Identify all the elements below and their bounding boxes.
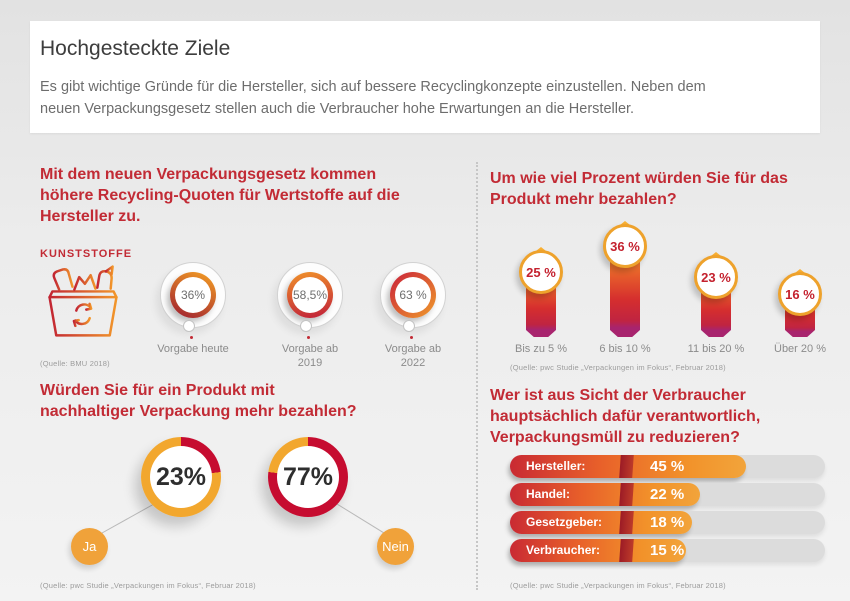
donut-label: Vorgabe ab 2022 — [384, 343, 442, 369]
donut-marker-dot — [410, 336, 413, 339]
hbar-fill — [510, 483, 701, 506]
hbar-fill — [510, 539, 687, 562]
badge-nein: Nein — [377, 528, 414, 565]
quotas-heading: Mit dem neuen Verpackungsgesetz kommen h… — [40, 166, 400, 225]
hbar-row-hersteller: Hersteller: 45 % — [510, 455, 825, 478]
recycling-bin-icon — [48, 265, 118, 337]
hbar-label: Verbraucher: — [526, 543, 601, 557]
donut-label: Vorgabe ab 2019 — [281, 343, 339, 369]
donut-value: 58,5% — [292, 288, 328, 302]
donut-vorgabe-2019: 58,5% Vorgabe ab 2019 — [260, 262, 360, 372]
column-divider — [476, 162, 478, 590]
donut-marker-dot — [190, 336, 193, 339]
pin-label: 6 bis 10 % — [599, 343, 651, 355]
donut-nein-value: 77% — [282, 462, 334, 491]
pin-ueber-20: 16 % — [755, 220, 845, 337]
hbar-label: Gesetzgeber: — [526, 515, 603, 529]
category-label-kunststoffe: KUNSTSTOFFE — [40, 248, 133, 260]
pin-6-10: 36 % — [580, 220, 670, 337]
section-responsibility: Wer ist aus Sicht der Verbraucher haupts… — [490, 383, 840, 598]
amount-heading: Um wie viel Prozent würden Sie für das P… — [490, 170, 788, 208]
pin-value: 36 % — [603, 224, 647, 268]
donut-ring — [170, 272, 216, 318]
section-amount: Um wie viel Prozent würden Sie für das P… — [490, 160, 840, 375]
source-note: (Quelle: BMU 2018) — [40, 359, 110, 368]
section-willingness: Würden Sie für ein Produkt mit nachhalti… — [40, 372, 460, 597]
donut-ring — [390, 272, 436, 318]
hbar-stripe — [619, 455, 634, 478]
hbar-value: 22 % — [650, 486, 685, 503]
hbar-value: 45 % — [650, 458, 685, 475]
donut-marker-node — [183, 320, 195, 332]
badge-ja: Ja — [71, 528, 108, 565]
hbar-stripe — [619, 511, 634, 534]
hbar-stripe — [619, 539, 634, 562]
hbar-value: 15 % — [650, 542, 685, 559]
source-note: (Quelle: pwc Studie „Verpackungen im Fok… — [510, 363, 726, 372]
hbar-chart: Hersteller: 45 % Handel: 22 % Gesetzgebe… — [510, 455, 825, 567]
donut-value: 63 % — [399, 288, 427, 302]
header-card: Hochgesteckte Ziele Es gibt wichtige Grü… — [30, 21, 820, 133]
donut-ja-value: 23% — [155, 462, 207, 491]
page-title: Hochgesteckte Ziele — [40, 37, 231, 60]
willingness-heading: Würden Sie für ein Produkt mit nachhalti… — [40, 382, 357, 420]
section-recycling-quotas: Mit dem neuen Verpackungsgesetz kommen h… — [40, 160, 460, 372]
pin-value: 25 % — [519, 250, 563, 294]
donut-ring — [287, 272, 333, 318]
donut-nein: 77% — [268, 437, 348, 517]
hbar-label: Hersteller: — [526, 459, 586, 473]
hbar-row-handel: Handel: 22 % — [510, 483, 825, 506]
pin-11-20: 23 % — [671, 220, 761, 337]
donut-marker-node — [403, 320, 415, 332]
pin-value: 23 % — [694, 255, 738, 299]
hbar-label: Handel: — [526, 487, 571, 501]
hbar-fill — [510, 511, 693, 534]
pin-label: Über 20 % — [774, 343, 826, 355]
donut-vorgabe-2022: 63 % Vorgabe ab 2022 — [363, 262, 463, 372]
pin-label: 11 bis 20 % — [687, 343, 745, 355]
hbar-row-gesetzgeber: Gesetzgeber: 18 % — [510, 511, 825, 534]
responsibility-heading: Wer ist aus Sicht der Verbraucher haupts… — [490, 387, 761, 446]
donut-ja: 23% — [141, 437, 221, 517]
donut-marker-node — [300, 320, 312, 332]
connector-lines — [101, 503, 385, 534]
hbar-value: 18 % — [650, 514, 685, 531]
donut-value: 36% — [180, 288, 206, 302]
pin-label: Bis zu 5 % — [515, 343, 567, 355]
hbar-row-verbraucher: Verbraucher: 15 % — [510, 539, 825, 562]
page-intro: Es gibt wichtige Gründe für die Herstell… — [40, 79, 706, 117]
donut-vorgabe-heute: 36% Vorgabe heute — [143, 262, 243, 372]
donut-marker-dot — [307, 336, 310, 339]
pin-value: 16 % — [778, 272, 822, 316]
hbar-stripe — [619, 483, 634, 506]
source-note: (Quelle: pwc Studie „Verpackungen im Fok… — [40, 581, 256, 590]
donut-label: Vorgabe heute — [157, 343, 229, 355]
pin-bis-5: 25 % — [496, 220, 586, 337]
source-note: (Quelle: pwc Studie „Verpackungen im Fok… — [510, 581, 726, 590]
